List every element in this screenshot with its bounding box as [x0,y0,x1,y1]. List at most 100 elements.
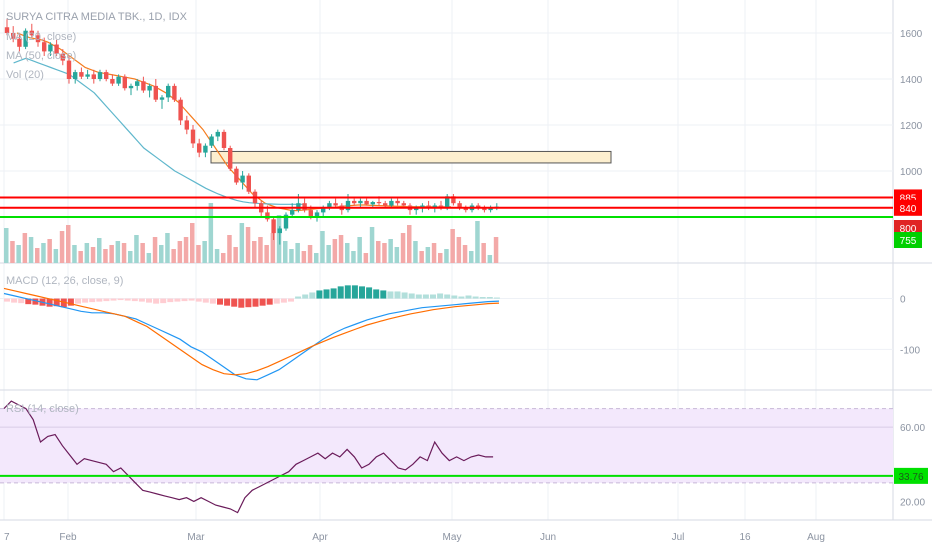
x-tick-label: Aug [807,532,825,543]
macd-histogram-bar [465,295,472,299]
volume-bar [376,241,381,263]
volume-bar [283,241,288,263]
macd-histogram-bar [53,298,60,307]
price-tag-label: 885 [900,193,917,204]
candle-body [352,200,357,204]
macd-histogram-bar [131,298,138,302]
macd-histogram-bar [167,298,174,303]
volume-bar [165,233,170,263]
volume-bar [103,249,108,263]
candle-body [79,72,84,77]
volume-bar [481,243,486,263]
macd-histogram-bar [217,298,223,305]
ma50-line [13,57,305,205]
price-tag-label: 840 [900,204,917,215]
macd-histogram-bar [373,289,380,299]
candle-body [364,200,369,205]
candle-body [327,203,332,208]
macd-histogram-bar [451,295,458,299]
macd-histogram-bar [117,298,124,301]
volume-bar [456,237,462,263]
volume-bar [214,249,220,263]
macd-signal-line [3,287,500,376]
candle-body [91,74,96,79]
volume-bar [28,237,34,263]
candle-body [215,131,220,137]
candle-body [457,203,462,208]
candle-body [97,72,103,79]
macd-histogram-bar [444,294,451,299]
macd-axis-label: -100 [900,345,920,356]
volume-bar [140,243,145,263]
macd-histogram-bar [316,290,323,299]
volume-bar [425,247,431,263]
candle-body [246,175,251,192]
rsi-line [3,400,494,514]
macd-line [3,292,500,381]
volume-bar [394,247,400,263]
candle-body [172,85,177,100]
macd-histogram-bar [458,296,465,299]
rsi-legend[interactable]: RSI (14, close) [6,403,79,415]
volume-bar [320,231,325,263]
candle-body [166,85,171,98]
price-axis-label: 1200 [900,121,923,132]
macd-histogram-bar [280,298,287,303]
price-tag-label: 755 [900,236,917,247]
rsi-axis-label: 60.00 [900,423,925,434]
indicator-legend[interactable]: MA (20, close) [6,31,76,43]
candle-body [42,42,47,52]
macd-histogram-bar [67,298,74,306]
volume-bar [264,245,269,263]
volume-bar [351,251,356,263]
ma20-line [16,32,451,212]
candle-body [420,205,425,208]
volume-bar [221,253,226,263]
x-tick-label: 7 [4,532,10,543]
volume-bar [475,221,480,263]
candle-body [308,210,313,217]
macd-histogram-bar [224,298,231,306]
macd-histogram-bar [359,286,365,299]
volume-bar [487,255,493,263]
rsi-level-label: 33.76 [898,472,923,483]
volume-bar [41,243,46,263]
volume-bar [190,223,195,263]
candle-body [265,212,270,220]
candle-body [414,207,419,211]
candle-body [197,143,202,153]
candle-body [376,202,382,204]
macd-histogram-bar [259,298,266,306]
macd-histogram-bar [422,294,429,299]
macd-histogram-bar [302,294,309,299]
indicator-legend[interactable]: MA (50, close) [6,50,76,62]
volume-bar [10,241,15,263]
candle-body [209,136,214,146]
candle-body [85,74,90,77]
candle-body [73,72,78,79]
volume-bar [47,239,52,263]
candle-body [432,205,437,208]
indicator-legend[interactable]: Vol (20) [6,69,44,81]
macd-histogram-bar [245,298,252,308]
macd-histogram-bar [366,287,373,299]
volume-bar [78,251,83,263]
macd-histogram-bar [238,298,245,308]
candle-body [190,129,196,144]
volume-bar [16,245,21,263]
macd-histogram-bar [266,298,273,305]
volume-bar [35,248,40,263]
volume-bar [146,253,152,263]
candle-body [370,202,375,205]
macd-histogram-bar [337,286,344,299]
volume-bar [84,243,90,263]
macd-legend[interactable]: MACD (12, 26, close, 9) [6,275,123,287]
volume-bar [369,227,375,263]
macd-histogram-bar [25,298,32,305]
volume-bar [59,231,65,263]
candle-body [389,200,394,206]
volume-bar [338,235,344,263]
candle-body [321,207,326,213]
macd-histogram-bar [380,290,387,299]
macd-histogram-bar [195,298,202,302]
